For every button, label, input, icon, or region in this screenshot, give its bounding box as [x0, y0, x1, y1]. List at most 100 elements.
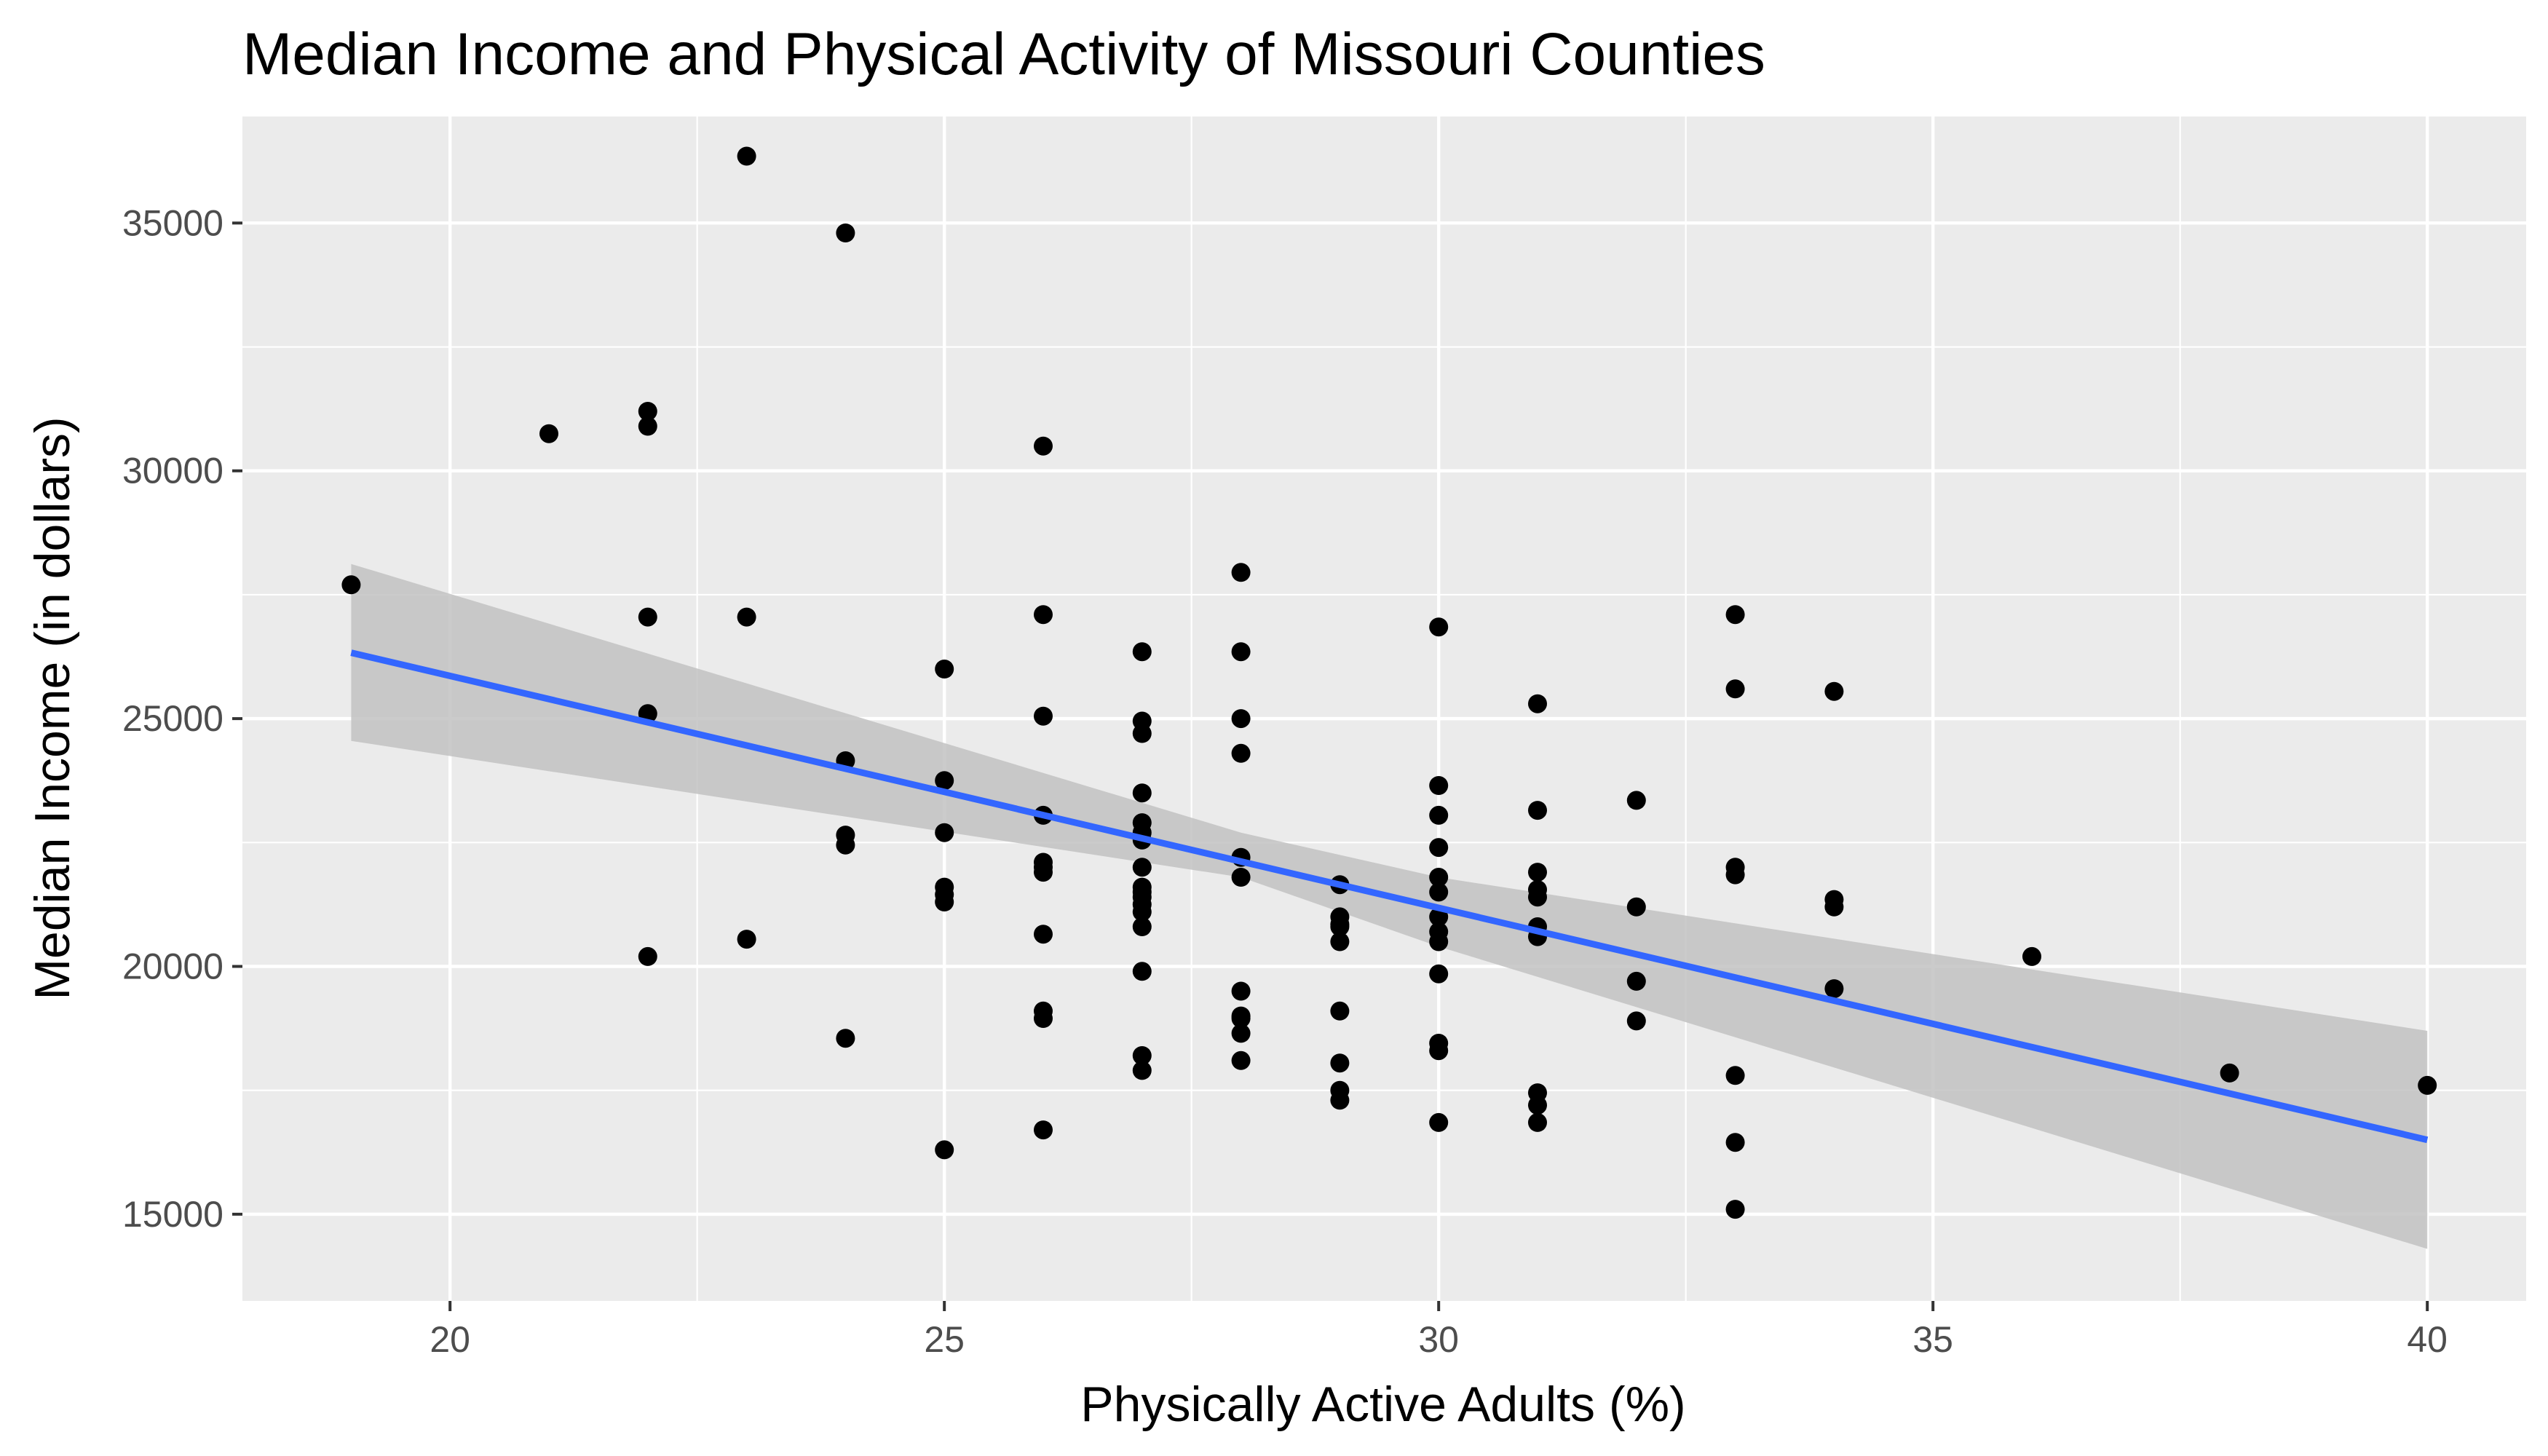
data-point	[2220, 1063, 2239, 1083]
data-point	[935, 660, 954, 678]
data-point	[1034, 1120, 1053, 1140]
data-point	[935, 823, 954, 842]
confidence-band	[351, 563, 2428, 1249]
data-point	[1725, 1133, 1745, 1152]
data-point	[1429, 1041, 1449, 1061]
data-point	[1231, 709, 1251, 729]
data-point	[1725, 1200, 1745, 1219]
data-point	[1429, 882, 1449, 902]
data-point	[1725, 1066, 1745, 1085]
data-point	[1725, 865, 1745, 885]
data-point	[1034, 706, 1053, 726]
data-point	[638, 416, 657, 436]
data-point	[1231, 1006, 1251, 1026]
y-tick-label: 15000	[122, 1194, 223, 1235]
data-point	[1034, 605, 1053, 625]
data-point	[1231, 1051, 1251, 1070]
data-point	[1330, 1091, 1350, 1110]
data-point	[836, 835, 855, 855]
data-point	[1231, 743, 1251, 763]
data-point	[935, 771, 954, 791]
data-point	[1528, 694, 1547, 713]
x-axis-title: Physically Active Adults (%)	[1080, 1377, 1685, 1432]
data-point	[1725, 679, 1745, 699]
data-point	[2022, 946, 2041, 966]
x-tick-label: 20	[430, 1319, 470, 1360]
data-point	[1132, 642, 1152, 662]
data-point	[1132, 783, 1152, 803]
y-axis: 15000 20000 25000 30000 35000	[122, 202, 242, 1235]
data-point	[1528, 1112, 1547, 1132]
x-tick-label: 30	[1418, 1319, 1459, 1360]
data-point	[1725, 605, 1745, 625]
data-point	[737, 930, 756, 949]
data-point	[1330, 932, 1350, 951]
data-point	[1132, 962, 1152, 981]
y-tick-label: 30000	[122, 451, 223, 491]
y-tick-label: 25000	[122, 698, 223, 739]
data-point	[1824, 897, 1844, 917]
data-point	[1231, 563, 1251, 582]
data-point	[539, 424, 558, 443]
data-point	[1231, 1024, 1251, 1043]
data-point	[1429, 1112, 1449, 1132]
data-point	[1528, 1096, 1547, 1115]
data-point	[1330, 1053, 1350, 1073]
data-point	[737, 607, 756, 627]
grid-minor	[242, 116, 2526, 1301]
data-point	[1231, 868, 1251, 887]
data-point	[1132, 1061, 1152, 1080]
y-tick-label: 20000	[122, 946, 223, 986]
data-point	[1528, 801, 1547, 820]
data-point	[1626, 971, 1646, 991]
data-point	[1429, 932, 1449, 951]
data-point	[1132, 882, 1152, 902]
data-point	[1824, 681, 1844, 701]
data-point	[935, 893, 954, 911]
data-point	[1034, 1009, 1053, 1028]
y-axis-title: Median Income (in dollars)	[25, 416, 80, 1000]
data-point	[2418, 1075, 2437, 1095]
data-point	[1429, 964, 1449, 984]
data-point	[1132, 724, 1152, 743]
x-axis: 20 25 30 35 40	[430, 1301, 2448, 1360]
data-point	[836, 223, 855, 242]
trend-line	[350, 649, 2429, 1144]
data-point	[935, 1140, 954, 1160]
data-point	[1034, 925, 1053, 944]
data-point	[1626, 897, 1646, 917]
x-tick-label: 25	[924, 1319, 965, 1360]
data-point	[1528, 887, 1547, 907]
data-point	[638, 946, 657, 966]
data-point	[1034, 858, 1053, 877]
x-tick-label: 40	[2407, 1319, 2448, 1360]
data-point	[1132, 902, 1152, 922]
data-point	[638, 402, 657, 421]
data-point	[1824, 979, 1844, 999]
y-tick-label: 35000	[122, 202, 223, 243]
data-point	[1429, 776, 1449, 795]
data-point	[1626, 791, 1646, 810]
data-point	[1429, 805, 1449, 825]
data-point	[1132, 1046, 1152, 1065]
data-point	[1132, 917, 1152, 936]
data-points	[341, 146, 2437, 1219]
data-point	[737, 146, 756, 166]
data-point	[1231, 642, 1251, 662]
data-point	[1429, 838, 1449, 858]
data-point	[341, 575, 361, 595]
chart-title: Median Income and Physical Activity of M…	[242, 21, 1765, 87]
x-tick-label: 35	[1912, 1319, 1953, 1360]
data-point	[1132, 858, 1152, 877]
data-point	[1330, 914, 1350, 934]
data-point	[1429, 868, 1449, 887]
data-point	[1626, 1011, 1646, 1031]
data-point	[638, 607, 657, 627]
data-point	[1231, 981, 1251, 1001]
data-point	[1034, 436, 1053, 456]
data-point	[1429, 617, 1449, 637]
data-point	[1330, 1001, 1350, 1021]
data-point	[1528, 863, 1547, 882]
data-point	[836, 1029, 855, 1048]
